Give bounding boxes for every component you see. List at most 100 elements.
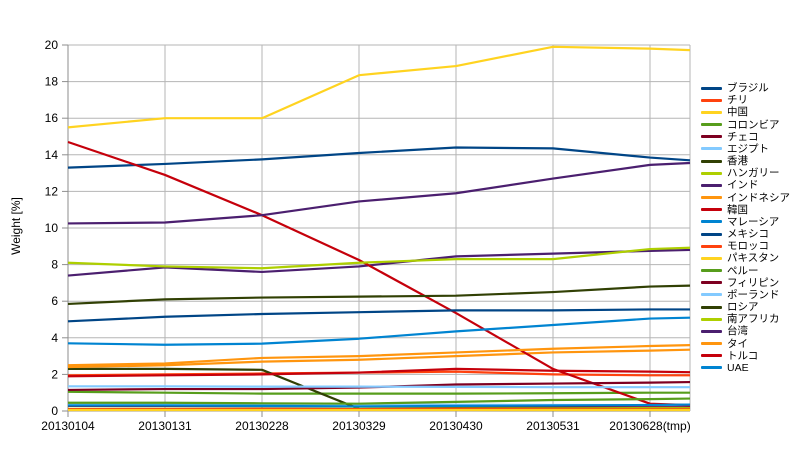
legend-swatch: [701, 147, 722, 151]
legend-item-パキスタン: パキスタン: [701, 252, 779, 264]
legend-item-トルコ: トルコ: [701, 350, 758, 362]
series-line-UAE: [68, 403, 691, 408]
y-tick-label: 10: [45, 221, 59, 235]
legend-swatch: [701, 366, 722, 370]
series-line-韓国: [67, 140, 691, 407]
legend-label: インド: [727, 179, 759, 192]
x-tick-label: 20130531: [526, 419, 580, 433]
legend-label: エジプト: [727, 142, 769, 155]
legend-label: モロッコ: [727, 240, 769, 253]
series-line-南アフリカ: [67, 246, 691, 270]
legend-swatch: [701, 183, 722, 187]
y-axis-title: Weight [%]: [9, 197, 23, 255]
legend-item-UAE: UAE: [701, 362, 749, 374]
legend-swatch: [701, 256, 722, 260]
legend-label: チェコ: [727, 130, 759, 143]
x-tick-label: 20130228: [235, 419, 289, 433]
legend-swatch: [701, 305, 722, 309]
legend-item-ブラジル: ブラジル: [701, 82, 769, 94]
legend-swatch: [701, 171, 722, 175]
legend-label: フィリピン: [727, 276, 780, 289]
legend-swatch: [701, 123, 722, 126]
legend-item-フィリピン: フィリピン: [701, 277, 779, 289]
legend-label: ロシア: [727, 301, 759, 314]
series-line-中国: [67, 45, 691, 129]
x-tick-label: 20130628(tmp): [609, 419, 690, 433]
legend-label: 南アフリカ: [727, 313, 780, 326]
legend-swatch: [701, 232, 722, 236]
legend-swatch: [701, 269, 722, 273]
legend-label: マレーシア: [727, 215, 780, 228]
legend-label: メキシコ: [727, 228, 769, 241]
series-line-ブラジル: [67, 146, 691, 169]
series-line-マレーシア: [67, 316, 691, 346]
series-line-ポーランド: [68, 385, 690, 389]
x-tick-label: 20130430: [429, 419, 483, 433]
y-tick-label: 16: [45, 111, 59, 125]
legend-item-ペルー: ペルー: [701, 265, 759, 277]
y-tick-label: 20: [45, 38, 59, 52]
y-tick-label: 8: [51, 258, 58, 272]
legend-label: パキスタン: [727, 252, 780, 265]
legend-item-南アフリカ: 南アフリカ: [701, 313, 780, 325]
legend-item-コロンビア: コロンビア: [701, 119, 780, 131]
legend-swatch: [701, 196, 722, 200]
legend-label: 台湾: [727, 325, 748, 338]
legend-item-香港: 香港: [701, 155, 748, 167]
legend-item-モロッコ: モロッコ: [701, 240, 769, 252]
legend-label: 香港: [727, 155, 748, 168]
series-line-コロンビア: [67, 390, 690, 395]
legend-item-インドネシア: インドネシア: [701, 192, 790, 204]
y-tick-label: 18: [45, 75, 59, 89]
legend-label: トルコ: [727, 349, 759, 362]
legend-swatch: [701, 329, 722, 333]
series-line-トルコ: [67, 367, 691, 378]
legend-label: 韓国: [727, 203, 748, 216]
legend-item-中国: 中国: [701, 106, 748, 118]
y-tick-label: 2: [51, 367, 58, 381]
legend-label: ブラジル: [727, 82, 769, 94]
legend-swatch: [701, 244, 722, 248]
x-tick-label: 20130329: [332, 419, 386, 433]
legend-label: チリ: [727, 94, 748, 107]
legend-swatch: [701, 293, 722, 297]
y-tick-label: 14: [45, 148, 59, 162]
series-line-タイ: [67, 344, 691, 367]
series-line-メキシコ: [67, 308, 690, 323]
legend-swatch: [701, 317, 722, 321]
series-line-ペルー: [68, 397, 691, 405]
legend-swatch: [701, 281, 722, 285]
legend-item-インド: インド: [701, 179, 759, 191]
legend-item-チリ: チリ: [701, 94, 748, 106]
legend-swatch: [701, 86, 722, 90]
legend-label: インドネシア: [727, 191, 790, 204]
series-line-インドネシア: [67, 348, 691, 369]
legend-item-エジプト: エジプト: [701, 143, 769, 155]
legend-item-マレーシア: マレーシア: [701, 216, 779, 228]
legend-item-ポーランド: ポーランド: [701, 289, 780, 301]
series-line-台湾: [67, 161, 691, 225]
legend-item-チェコ: チェコ: [701, 131, 759, 143]
legend-swatch: [701, 159, 722, 163]
legend-item-メキシコ: メキシコ: [701, 228, 769, 240]
legend-item-韓国: 韓国: [701, 204, 748, 216]
y-tick-label: 0: [51, 404, 58, 418]
legend-label: ハンガリー: [727, 167, 780, 180]
legend-swatch: [701, 208, 722, 212]
y-tick-label: 12: [45, 184, 59, 198]
legend-item-タイ: タイ: [701, 338, 748, 350]
legend-item-台湾: 台湾: [701, 325, 748, 337]
legend-swatch: [701, 110, 722, 114]
legend-item-ロシア: ロシア: [701, 301, 759, 313]
legend-swatch: [701, 354, 722, 358]
legend-label: ペルー: [727, 264, 759, 277]
series-line-ロシア: [67, 284, 691, 306]
legend-label: タイ: [727, 337, 748, 350]
legend-label: ポーランド: [727, 288, 780, 301]
legend-swatch: [701, 135, 722, 139]
legend-label: コロンビア: [727, 118, 780, 131]
legend-swatch: [701, 342, 722, 346]
legend-item-ハンガリー: ハンガリー: [701, 167, 780, 179]
